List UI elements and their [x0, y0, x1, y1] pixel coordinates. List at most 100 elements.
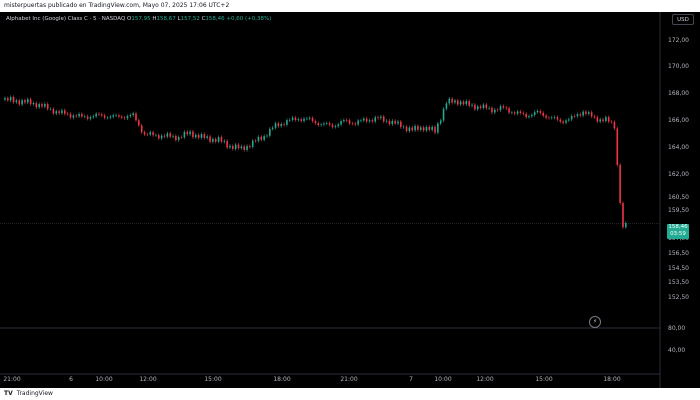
- candle-body: [72, 115, 75, 118]
- candle-body: [499, 106, 502, 111]
- candle-body: [525, 113, 527, 118]
- candle-body: [223, 140, 226, 142]
- candle-body: [269, 128, 271, 136]
- candle-body: [394, 120, 396, 124]
- currency-button[interactable]: USD: [672, 14, 694, 25]
- candle-body: [143, 132, 146, 135]
- candle-body: [590, 112, 593, 117]
- candle-body: [274, 123, 277, 128]
- candle-body: [397, 121, 399, 124]
- price-axis-label: 168,00: [668, 90, 689, 97]
- candle-body: [485, 104, 488, 109]
- brand-name[interactable]: TradingView: [16, 390, 53, 397]
- candle-body: [548, 117, 550, 119]
- symbol-legend[interactable]: Alphabet Inc (Google) Class C · 5 · NASD…: [6, 16, 271, 22]
- candle-body: [92, 116, 95, 118]
- candle-body: [405, 126, 408, 132]
- candle-body: [417, 125, 419, 130]
- candle-body: [286, 120, 288, 125]
- candle-body: [371, 120, 374, 122]
- candle-body: [559, 119, 562, 122]
- ohlc-close-label: C: [201, 16, 206, 22]
- candle-body: [550, 117, 553, 119]
- candle-body: [283, 124, 285, 125]
- candle-body: [112, 115, 115, 117]
- candle-body: [132, 113, 134, 116]
- candle-body: [565, 120, 567, 123]
- candle-body: [385, 120, 388, 122]
- candle-body: [226, 140, 228, 148]
- candle-body: [625, 223, 627, 228]
- candle-body: [189, 131, 191, 135]
- price-axis-label: 172,00: [668, 37, 689, 44]
- candle-body: [445, 103, 448, 109]
- symbol-name[interactable]: Alphabet Inc (Google) Class C · 5 · NASD…: [6, 16, 126, 22]
- chart-frame[interactable]: [0, 12, 700, 388]
- candle-body: [75, 115, 77, 117]
- candle-body: [138, 120, 140, 126]
- candle-body: [308, 117, 311, 119]
- candle-body: [531, 115, 533, 117]
- candle-body: [448, 98, 451, 104]
- candle-body: [428, 127, 431, 130]
- time-axis-label: 18:00: [273, 376, 290, 383]
- lightning-icon[interactable]: ⚡: [589, 316, 601, 328]
- candle-body: [180, 137, 183, 138]
- candle-body: [382, 116, 385, 122]
- candle-body: [613, 121, 616, 129]
- candle-body: [288, 119, 291, 121]
- price-chart[interactable]: 172,00 170,00 168,00 166,00 164,00 162,00 160,…: [0, 12, 700, 388]
- candle-body: [232, 145, 234, 149]
- candle-body: [488, 107, 490, 109]
- candle-body: [599, 119, 601, 122]
- candle-body: [266, 135, 268, 137]
- price-axis-label: 162,00: [668, 171, 689, 178]
- candle-body: [15, 100, 18, 103]
- candle-body: [140, 125, 143, 133]
- candle-body: [422, 127, 425, 131]
- candle-body: [431, 126, 433, 130]
- candle-body: [271, 127, 274, 129]
- candle-body: [434, 126, 436, 133]
- price-axis-label: 160,50: [668, 194, 689, 201]
- price-axis-label: 80,00: [668, 325, 685, 332]
- candle-body: [9, 97, 12, 101]
- candle-body: [511, 112, 513, 114]
- candle-body: [377, 117, 379, 118]
- candle-body: [206, 136, 208, 138]
- candle-body: [240, 146, 243, 149]
- candle-body: [280, 124, 283, 127]
- ohlc-close: 158,46: [205, 16, 225, 22]
- time-axis-label: 10:00: [434, 376, 451, 383]
- candle-body: [402, 126, 405, 128]
- candle-body: [109, 116, 112, 118]
- time-axis-label: 7: [409, 376, 413, 383]
- candle-body: [516, 111, 519, 114]
- ohlc-low-label: L: [177, 16, 181, 22]
- candle-body: [323, 123, 325, 125]
- candle-body: [400, 121, 402, 128]
- candle-body: [135, 113, 137, 121]
- ohlc-high: 158,67: [156, 16, 176, 22]
- candle-body: [542, 112, 545, 116]
- candle-body: [459, 101, 462, 105]
- time-axis-label: 10:00: [95, 376, 112, 383]
- candle-body: [468, 101, 470, 106]
- candle-body: [172, 135, 174, 137]
- candle-body: [314, 121, 317, 124]
- candle-body: [66, 113, 69, 115]
- candle-body: [163, 135, 166, 137]
- candle-body: [502, 106, 505, 108]
- candle-body: [152, 132, 154, 136]
- candle-body: [95, 113, 97, 117]
- candle-body: [585, 111, 587, 114]
- candle-body: [607, 117, 610, 122]
- candle-body: [522, 112, 525, 114]
- candle-body: [83, 116, 86, 118]
- candle-body: [368, 120, 371, 122]
- candle-body: [334, 126, 337, 127]
- price-axis-label: 164,00: [668, 144, 689, 151]
- candle-body: [12, 97, 15, 103]
- candle-body: [306, 118, 308, 120]
- price-axis-label: 156,50: [668, 250, 689, 257]
